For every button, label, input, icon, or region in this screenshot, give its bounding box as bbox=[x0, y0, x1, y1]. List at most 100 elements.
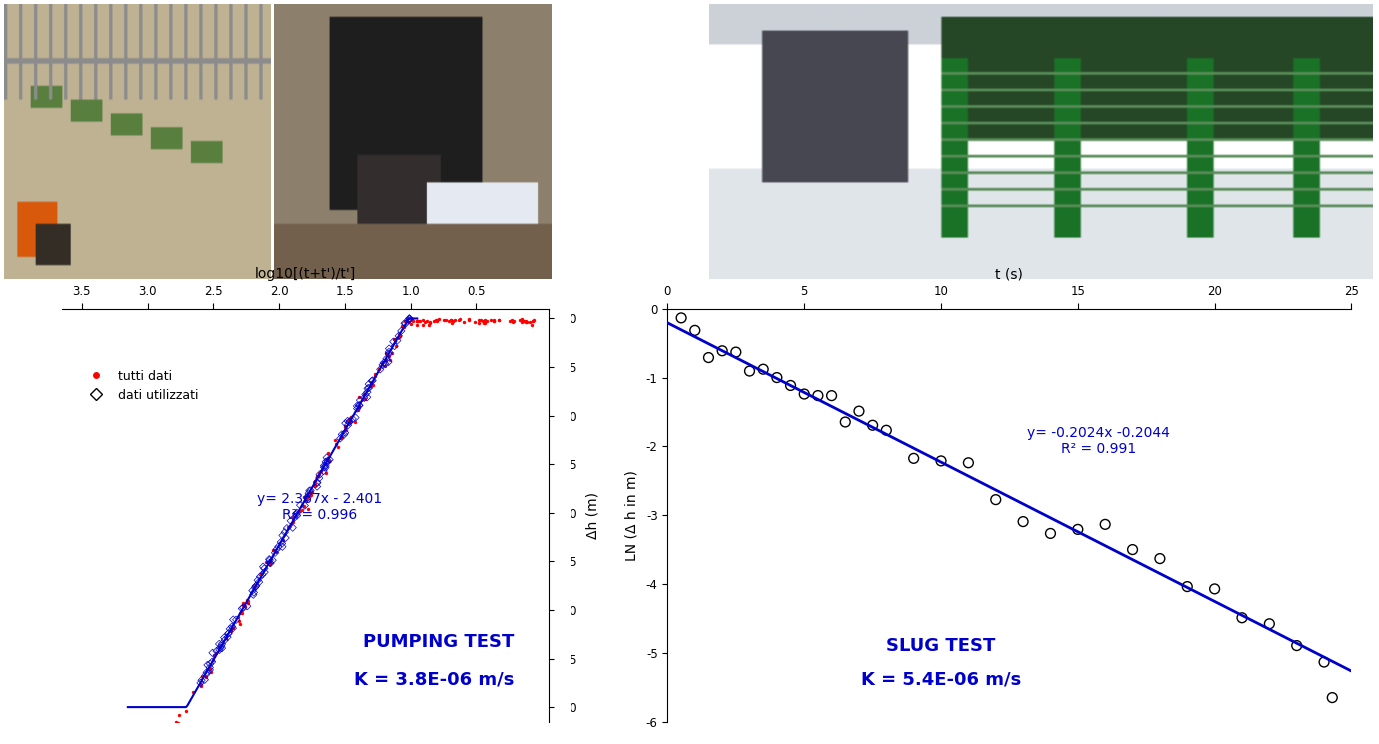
Point bbox=[200, 666, 222, 678]
Point bbox=[394, 318, 416, 330]
Point bbox=[483, 315, 505, 327]
Point bbox=[274, 526, 296, 538]
Point bbox=[390, 325, 412, 337]
Point bbox=[379, 354, 401, 366]
Point bbox=[263, 547, 285, 559]
X-axis label: t (s): t (s) bbox=[996, 267, 1023, 281]
Point bbox=[295, 494, 317, 506]
Point bbox=[194, 674, 217, 686]
Point bbox=[211, 642, 233, 654]
Point bbox=[378, 350, 400, 362]
Point bbox=[331, 429, 353, 440]
Point bbox=[503, 315, 525, 327]
Point bbox=[405, 318, 427, 330]
Point bbox=[361, 375, 383, 387]
Point bbox=[288, 505, 310, 517]
Point bbox=[296, 492, 319, 504]
Point bbox=[225, 614, 247, 626]
Point bbox=[360, 376, 382, 388]
Point bbox=[334, 420, 356, 432]
Point bbox=[150, 736, 172, 744]
Point bbox=[276, 522, 298, 534]
Point bbox=[252, 561, 274, 573]
Point bbox=[167, 724, 189, 736]
Point bbox=[163, 731, 185, 743]
Point bbox=[228, 615, 250, 627]
Point bbox=[272, 534, 294, 546]
Point bbox=[230, 603, 252, 615]
Point bbox=[308, 469, 330, 481]
Point bbox=[403, 315, 425, 327]
Point bbox=[389, 330, 411, 342]
Point bbox=[237, 597, 259, 609]
Point bbox=[425, 313, 447, 325]
Point bbox=[516, 316, 538, 328]
Point bbox=[229, 618, 251, 630]
Point bbox=[306, 470, 328, 482]
Point bbox=[299, 489, 321, 501]
Point bbox=[821, 390, 843, 402]
Point bbox=[483, 314, 505, 326]
Point bbox=[222, 622, 244, 634]
Point bbox=[378, 343, 400, 355]
Point bbox=[472, 315, 494, 327]
Point bbox=[303, 480, 325, 492]
Point bbox=[247, 574, 269, 586]
Point bbox=[190, 679, 212, 690]
Point bbox=[427, 313, 450, 325]
Point bbox=[512, 313, 534, 325]
Point bbox=[418, 318, 440, 330]
Point bbox=[336, 420, 359, 432]
Point bbox=[308, 467, 330, 479]
Point bbox=[346, 400, 368, 412]
Point bbox=[330, 432, 352, 444]
Point bbox=[483, 315, 505, 327]
Point bbox=[205, 645, 228, 657]
Point bbox=[192, 670, 214, 682]
Point bbox=[473, 317, 495, 329]
Point bbox=[353, 392, 375, 404]
Point bbox=[448, 314, 470, 326]
Point bbox=[244, 582, 266, 594]
Point bbox=[334, 429, 356, 440]
Point bbox=[354, 388, 376, 400]
Point bbox=[512, 315, 534, 327]
Point bbox=[348, 400, 370, 411]
Point bbox=[342, 413, 364, 425]
Point bbox=[160, 729, 182, 741]
Point bbox=[361, 374, 383, 386]
Text: K = 3.8E-06 m/s: K = 3.8E-06 m/s bbox=[354, 670, 514, 688]
Point bbox=[378, 356, 400, 368]
Point bbox=[199, 664, 221, 676]
Point bbox=[196, 668, 218, 680]
Y-axis label: LN (Δ h in m): LN (Δ h in m) bbox=[625, 469, 638, 561]
Point bbox=[201, 656, 223, 668]
Point bbox=[234, 600, 256, 612]
Point bbox=[232, 600, 254, 612]
Point bbox=[848, 405, 870, 417]
Point bbox=[262, 554, 284, 566]
Point bbox=[237, 595, 259, 607]
Point bbox=[419, 317, 441, 329]
Point bbox=[378, 346, 400, 358]
Point bbox=[334, 427, 356, 439]
Point bbox=[360, 380, 382, 392]
Point bbox=[203, 650, 225, 661]
Point bbox=[294, 491, 316, 503]
Point bbox=[317, 455, 339, 467]
Point bbox=[290, 499, 312, 511]
Point bbox=[245, 580, 268, 592]
Point bbox=[218, 628, 240, 640]
Point bbox=[236, 600, 258, 612]
Point bbox=[473, 317, 495, 329]
Point bbox=[258, 556, 280, 568]
Point bbox=[378, 348, 400, 360]
Point bbox=[317, 455, 339, 466]
Point bbox=[262, 545, 284, 557]
Point bbox=[210, 642, 232, 654]
Point bbox=[298, 503, 320, 515]
Point bbox=[434, 315, 456, 327]
Point bbox=[244, 580, 266, 592]
Point bbox=[229, 607, 251, 619]
Point bbox=[426, 314, 448, 326]
